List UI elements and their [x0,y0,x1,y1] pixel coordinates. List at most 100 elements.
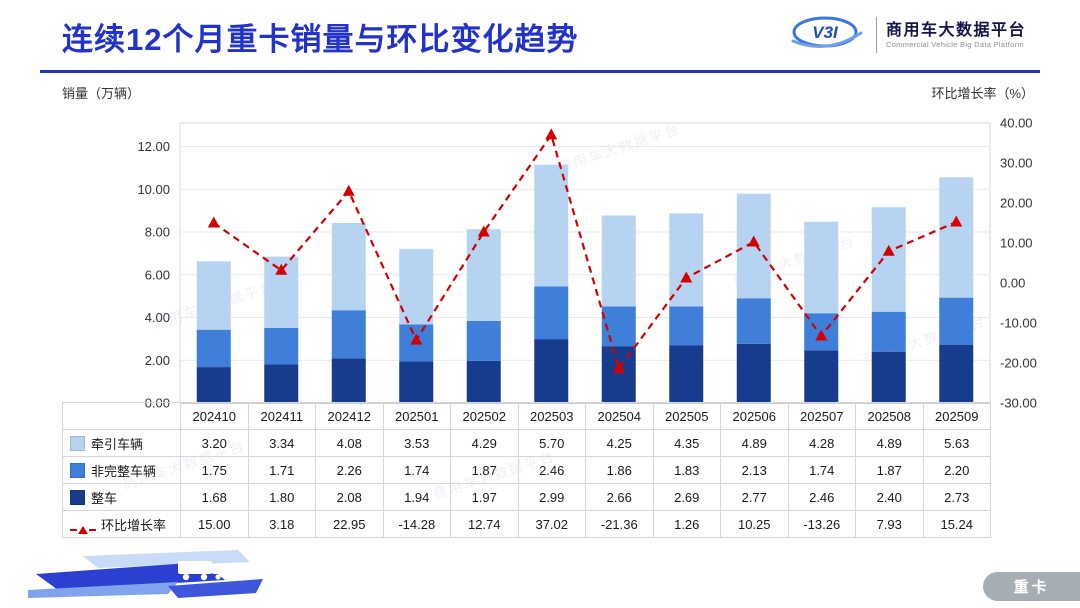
value-cell: 1.94 [382,483,451,511]
value-cell: 4.28 [787,429,856,457]
value-cell: 4.89 [855,429,924,457]
value-cell: 2.13 [720,456,789,484]
value-cell: 3.34 [247,429,316,457]
bar-segment [196,367,231,403]
value-cell: 1.26 [652,510,721,538]
month-header-cell: 202502 [450,402,519,430]
line-marker-icon [410,333,423,345]
bar-segment [466,229,501,321]
brand-divider [875,17,877,53]
value-cell: 2.73 [922,483,991,511]
combo-chart: 0.00 2.00 4.00 6.00 8.00 10.00 12.00 -30.00 -20.… [137,116,1037,411]
bar-segment [399,248,434,325]
bar-segment [264,327,299,365]
bar-segment [534,339,569,403]
bar-segment [669,345,704,403]
bar-segment [196,261,231,330]
right-axis-tick: 30.00 [1000,156,1033,171]
month-header-cell: 202501 [382,402,451,430]
brand-subtitle: Commercial Vehicle Big Data Platform [885,40,1024,50]
value-cell: 3.18 [247,510,316,538]
bar-segment [331,223,366,311]
bar-segment [939,297,974,345]
value-cell: 1.71 [247,456,316,484]
bar-segment [196,329,231,368]
value-cell: 1.75 [180,456,249,484]
value-cell: 5.63 [922,429,991,457]
table-row: 非完整车辆 1.75 1.71 2.26 1.74 1.87 2.46 1.86 1.83 2.1… [62,456,991,484]
value-cell: 3.20 [180,429,249,457]
line-marker-icon [612,361,625,373]
value-cell: 37.02 [517,510,586,538]
bar-segment [669,306,704,346]
line-marker-icon [545,128,558,140]
value-cell: 2.99 [517,483,586,511]
month-header-cell: 202411 [247,402,316,430]
value-cell: 2.20 [922,456,991,484]
value-cell: 4.29 [450,429,519,457]
month-header-cell: 202507 [787,402,856,430]
right-axis-tick: -10.00 [1000,316,1037,331]
bar-segment [736,298,771,344]
value-cell: 2.08 [315,483,384,511]
bar-segment [939,177,974,298]
value-cell: -13.26 [787,510,856,538]
value-cell: 1.87 [855,456,924,484]
value-cell: 2.66 [585,483,654,511]
series-label: 环比增长率 [101,517,167,533]
value-cell: -21.36 [585,510,654,538]
line-marker-icon [477,225,490,237]
brand-text: 商用车大数据平台 Commercial Vehicle Big Data Pla… [886,21,1026,49]
series-label: 非完整车辆 [91,463,157,479]
bar-segment [871,311,906,352]
bar-segment [466,320,501,361]
series-label-cell: 整车 [62,483,181,511]
corner-cell [62,402,181,430]
platform-logo-icon: V3I [791,16,863,48]
bar-segment [601,215,636,307]
month-header-cell: 202505 [652,402,721,430]
value-cell: 4.89 [720,429,789,457]
value-cell: 1.74 [787,456,856,484]
left-axis-tick: 2.00 [145,353,170,368]
legend-line-icon [70,525,96,534]
line-marker-icon [680,271,693,283]
page-title: 连续12个月重卡销量与环比变化趋势 [62,22,579,57]
line-marker-icon [207,216,220,228]
series-label: 整车 [91,490,118,506]
month-header-cell: 202503 [517,402,586,430]
line-marker-icon [815,329,828,341]
heavy-truck-badge: 重卡 [983,572,1080,601]
line-marker-icon [342,184,355,196]
bar-segment [466,360,501,403]
value-cell: 2.46 [517,456,586,484]
plot-area [179,122,991,404]
value-cell: 3.53 [382,429,451,457]
series-label: 牵引车辆 [91,436,144,452]
value-cell: 1.68 [180,483,249,511]
left-axis-tick: 8.00 [145,225,170,240]
value-cell: 4.35 [652,429,721,457]
left-axis-caption: 销量（万辆） [62,86,141,101]
table-row: 牵引车辆 3.20 3.34 4.08 3.53 4.29 5.70 4.25 4.35 4.89… [62,429,991,457]
value-cell: 7.93 [855,510,924,538]
bar-segment [871,207,906,312]
left-axis-tick: 4.00 [145,310,170,325]
growth-line [213,132,957,371]
line-marker-icon [747,235,760,247]
value-cell: 5.70 [517,429,586,457]
value-cell: 2.77 [720,483,789,511]
value-cell: 2.69 [652,483,721,511]
month-header-cell: 202412 [315,402,384,430]
value-cell: 2.26 [315,456,384,484]
value-cell: -14.28 [382,510,451,538]
value-cell: 15.24 [922,510,991,538]
left-axis-tick: 10.00 [137,182,170,197]
legend-swatch-icon [70,435,85,451]
value-cell: 1.87 [450,456,519,484]
right-axis-tick: 20.00 [1000,196,1033,211]
value-cell: 1.80 [247,483,316,511]
bar-segment [736,343,771,403]
bar-segment [399,361,434,403]
bar-segment [331,310,366,359]
